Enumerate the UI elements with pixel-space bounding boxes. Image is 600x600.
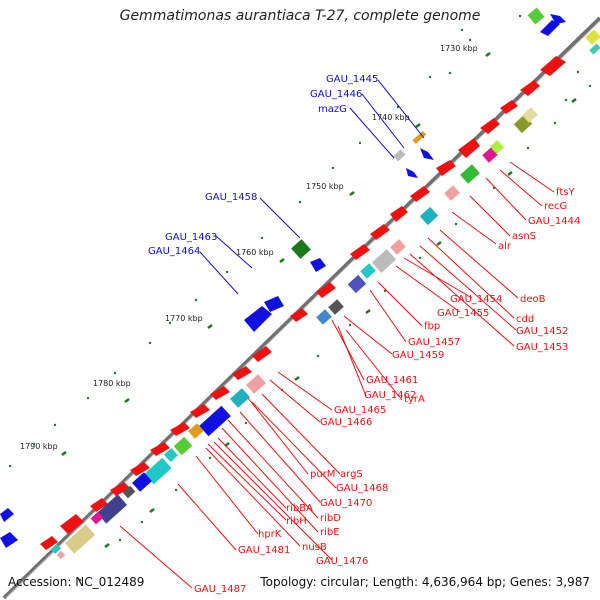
gene-label-GAU_1487: GAU_1487 bbox=[194, 584, 246, 595]
gene-label-argS: argS bbox=[340, 469, 363, 480]
gene-label-GAU_1454: GAU_1454 bbox=[450, 294, 502, 305]
gene-label-GAU_1458: GAU_1458 bbox=[205, 192, 257, 203]
kbp-tick-1760: 1760 kbp bbox=[236, 248, 274, 257]
gene-label-GAU_1481: GAU_1481 bbox=[238, 545, 290, 556]
gene-label-alr: alr bbox=[498, 241, 512, 252]
gene-label-ftsY: ftsY bbox=[556, 187, 575, 198]
reverse-strand-genes bbox=[40, 56, 566, 550]
gene-label-GAU_1462: GAU_1462 bbox=[364, 390, 416, 401]
gene-label-mazG: mazG bbox=[318, 104, 347, 115]
gene-label-GAU_1445: GAU_1445 bbox=[326, 74, 378, 85]
gene-label-tyrA: tyrA bbox=[404, 394, 425, 405]
kbp-tick-1730: 1730 kbp bbox=[440, 44, 478, 53]
gene-label-GAU_1468: GAU_1468 bbox=[336, 483, 388, 494]
kbp-tick-1750: 1750 kbp bbox=[306, 182, 344, 191]
gene-label-cdd: cdd bbox=[516, 314, 534, 325]
kbp-tick-1740: 1740 kbp bbox=[372, 113, 410, 122]
gene-label-asnS: asnS bbox=[512, 231, 536, 242]
reverse-label-leaders bbox=[119, 161, 555, 589]
gene-label-GAU_1452: GAU_1452 bbox=[516, 326, 568, 337]
kbp-tick-1790: 1790 kbp bbox=[20, 442, 58, 451]
forward-strand-genes bbox=[0, 14, 566, 548]
guide-dots bbox=[8, 14, 592, 582]
gene-label-GAU_1455: GAU_1455 bbox=[437, 308, 489, 319]
gene-label-recG: recG bbox=[544, 201, 567, 212]
gene-label-GAU_1459: GAU_1459 bbox=[392, 350, 444, 361]
gene-label-ribE: ribE bbox=[320, 527, 340, 538]
gene-label-GAU_1465: GAU_1465 bbox=[334, 405, 386, 416]
accession-text: Accession: NC_012489 bbox=[8, 575, 145, 589]
kbp-ticks: 1730 kbp 1740 kbp 1750 kbp 1760 kbp 1770… bbox=[20, 44, 478, 451]
gene-label-GAU_1476: GAU_1476 bbox=[316, 556, 368, 567]
forward-label-leaders bbox=[199, 79, 425, 295]
kbp-tick-1770: 1770 kbp bbox=[165, 314, 203, 323]
topology-text: Topology: circular; Length: 4,636,964 bp… bbox=[260, 575, 590, 589]
gene-label-GAU_1446: GAU_1446 bbox=[310, 89, 362, 100]
forward-strand-misc bbox=[291, 7, 600, 259]
gene-label-ribD: ribD bbox=[320, 513, 341, 524]
gene-label-ribH: ribH bbox=[286, 516, 307, 527]
gene-label-GAU_1453: GAU_1453 bbox=[516, 342, 568, 353]
gene-label-GAU_1464: GAU_1464 bbox=[148, 246, 200, 257]
gene-label-GAU_1470: GAU_1470 bbox=[320, 498, 372, 509]
map-title: Gemmatimonas aurantiaca T-27, complete g… bbox=[119, 8, 481, 24]
gene-label-GAU_1461: GAU_1461 bbox=[366, 375, 418, 386]
gene-label-purM: purM bbox=[310, 469, 335, 480]
gene-label-GAU_1444: GAU_1444 bbox=[528, 216, 580, 227]
gene-label-fbp: fbp bbox=[424, 321, 440, 332]
gene-label-deoB: deoB bbox=[520, 294, 546, 305]
gene-label-nusB: nusB bbox=[302, 542, 327, 553]
gene-label-GAU_1466: GAU_1466 bbox=[320, 417, 372, 428]
kbp-tick-1780: 1780 kbp bbox=[93, 379, 131, 388]
gene-label-hprK: hprK bbox=[258, 529, 282, 540]
gene-label-GAU_1457: GAU_1457 bbox=[408, 337, 460, 348]
reverse-strand-misc bbox=[51, 107, 538, 560]
gene-label-GAU_1463: GAU_1463 bbox=[165, 232, 217, 243]
gene-label-ribBA: ribBA bbox=[286, 503, 313, 514]
